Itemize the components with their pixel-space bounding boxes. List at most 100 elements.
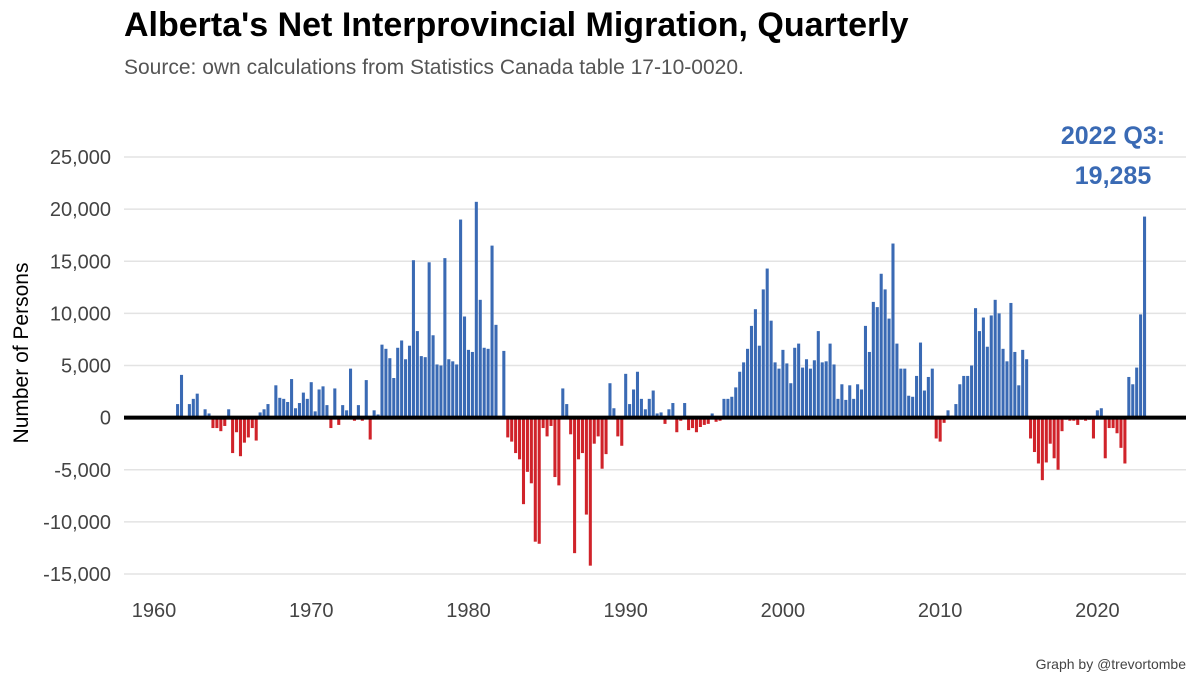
y-tick-label: 20,000 — [50, 199, 111, 221]
bar — [337, 417, 341, 425]
bar — [506, 417, 510, 438]
bar — [1009, 302, 1013, 418]
bar — [364, 380, 368, 418]
bar — [639, 398, 643, 418]
chart-subtitle: Source: own calculations from Statistics… — [124, 56, 744, 79]
bar — [785, 363, 789, 418]
bar — [1127, 376, 1131, 418]
bar — [396, 347, 400, 418]
bar — [915, 375, 919, 418]
y-tick-label: 25,000 — [50, 147, 111, 169]
bar — [954, 404, 958, 418]
bar — [647, 398, 651, 418]
bar — [962, 375, 966, 418]
bar — [349, 368, 353, 418]
bar — [860, 389, 864, 418]
bar — [372, 410, 376, 418]
bar — [887, 318, 891, 418]
bar — [1001, 348, 1005, 418]
bar — [187, 404, 191, 418]
bar — [1029, 417, 1033, 439]
bar — [1048, 417, 1052, 444]
bar — [203, 409, 207, 418]
bar — [176, 404, 180, 418]
bar — [848, 385, 852, 418]
credit-caption: Graph by @trevortombe — [1035, 656, 1186, 672]
bar — [490, 245, 494, 418]
bar — [911, 396, 915, 418]
bar — [333, 388, 337, 418]
bar — [958, 384, 962, 418]
bar — [211, 417, 215, 429]
bar — [415, 331, 419, 418]
bar — [620, 417, 624, 446]
bar — [462, 316, 467, 418]
bar — [557, 417, 561, 486]
bar — [293, 408, 298, 418]
bar — [918, 342, 923, 418]
bar — [993, 299, 997, 418]
y-tick-label: 0 — [100, 408, 111, 430]
bar — [329, 417, 333, 429]
bar — [565, 404, 569, 418]
bar — [518, 417, 522, 460]
bar — [195, 393, 199, 418]
bar — [671, 403, 675, 418]
bar — [297, 403, 301, 418]
bar — [761, 289, 765, 418]
bar — [690, 417, 695, 429]
y-tick-label: -5,000 — [54, 460, 111, 482]
bar — [529, 417, 533, 484]
bar — [789, 383, 793, 418]
bar — [628, 404, 632, 418]
bar — [466, 349, 470, 418]
bar — [765, 268, 769, 418]
bar — [404, 359, 408, 418]
bar — [608, 383, 612, 418]
bar — [431, 335, 435, 418]
bar — [828, 343, 832, 418]
bar — [726, 398, 730, 418]
bar — [325, 405, 329, 418]
y-tick-label: -15,000 — [43, 564, 111, 586]
bar — [871, 301, 875, 418]
bar — [443, 258, 447, 418]
bar — [777, 368, 781, 418]
bar — [514, 417, 518, 454]
bar — [997, 313, 1001, 418]
bar — [746, 348, 750, 418]
bar — [1131, 384, 1135, 418]
bar — [584, 417, 588, 515]
bar — [793, 347, 797, 418]
bar — [966, 375, 970, 418]
bar — [1143, 216, 1147, 418]
bar — [474, 201, 478, 418]
bar — [635, 371, 640, 418]
bar — [875, 307, 879, 418]
bar — [262, 409, 266, 418]
bar — [844, 399, 848, 418]
bar — [1025, 359, 1029, 418]
bar — [301, 392, 305, 418]
bar — [734, 387, 738, 418]
bar — [797, 343, 801, 418]
bar — [407, 345, 412, 418]
bar — [1036, 417, 1040, 464]
bar — [702, 417, 706, 425]
bar — [533, 417, 537, 542]
bar — [313, 411, 317, 418]
bar — [643, 409, 647, 418]
bar — [852, 398, 856, 418]
bar — [903, 368, 907, 418]
bar — [447, 359, 451, 418]
bar — [179, 374, 184, 418]
bar — [820, 362, 824, 418]
bar — [290, 379, 294, 418]
bar — [478, 299, 482, 418]
bar — [922, 390, 926, 418]
bar — [451, 361, 455, 418]
bar — [651, 390, 655, 418]
bar — [985, 346, 989, 418]
x-tick-label: 2010 — [918, 600, 963, 622]
bar — [895, 343, 899, 418]
